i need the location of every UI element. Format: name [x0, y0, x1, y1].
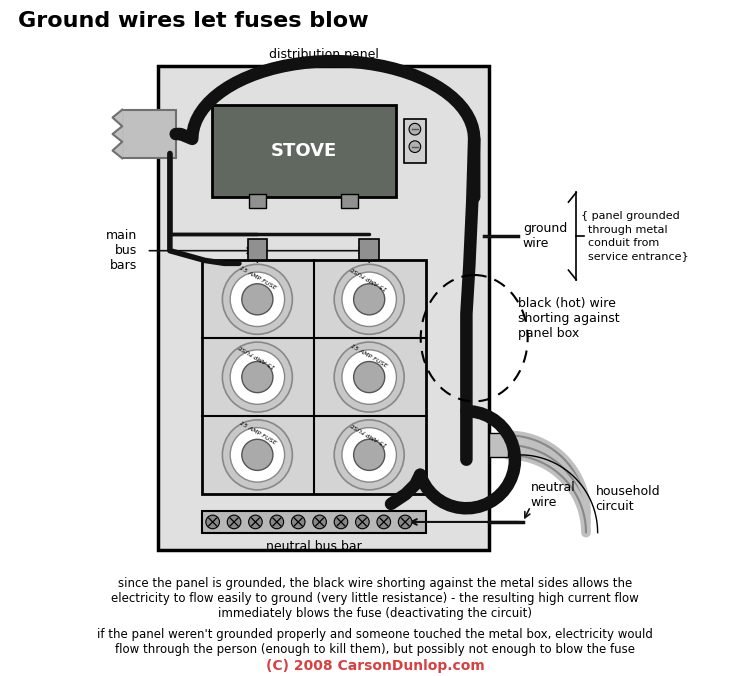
Circle shape: [409, 123, 421, 135]
Circle shape: [334, 515, 348, 529]
Circle shape: [355, 515, 369, 529]
Bar: [489, 433, 508, 457]
Text: 15 AMP FUSE: 15 AMP FUSE: [350, 343, 388, 368]
Text: main
bus
bars: main bus bars: [106, 229, 137, 272]
Bar: [202, 260, 426, 493]
Text: since the panel is grounded, the black wire shorting against the metal sides all: since the panel is grounded, the black w…: [111, 577, 639, 621]
Bar: [341, 194, 358, 208]
Text: STOVE: STOVE: [271, 142, 337, 160]
Circle shape: [354, 362, 385, 393]
Bar: [249, 194, 266, 208]
Circle shape: [249, 515, 262, 529]
Circle shape: [409, 141, 421, 153]
Bar: [212, 105, 397, 197]
Text: 15 AMP FUSE: 15 AMP FUSE: [238, 343, 276, 368]
Text: ground
wire: ground wire: [523, 222, 567, 250]
Text: black (hot) wire
shorting against
panel box: black (hot) wire shorting against panel …: [518, 297, 620, 340]
Text: 15 AMP FUSE: 15 AMP FUSE: [350, 266, 388, 291]
Circle shape: [342, 428, 397, 482]
Text: neutral bus bar: neutral bus bar: [266, 540, 362, 554]
Bar: [248, 239, 267, 260]
Circle shape: [334, 342, 404, 412]
Circle shape: [334, 420, 404, 490]
Circle shape: [377, 515, 391, 529]
Circle shape: [242, 284, 273, 315]
Bar: [360, 239, 379, 260]
Bar: [158, 66, 489, 550]
Circle shape: [313, 515, 327, 529]
Text: (C) 2008 CarsonDunlop.com: (C) 2008 CarsonDunlop.com: [266, 659, 484, 673]
Text: distribution panel: distribution panel: [269, 48, 379, 61]
Circle shape: [398, 515, 412, 529]
Circle shape: [242, 439, 273, 470]
Circle shape: [222, 420, 292, 490]
Polygon shape: [113, 110, 122, 158]
Circle shape: [354, 439, 385, 470]
Circle shape: [342, 350, 397, 404]
Circle shape: [230, 428, 285, 482]
Bar: [404, 120, 426, 163]
Circle shape: [222, 342, 292, 412]
Circle shape: [230, 272, 285, 327]
Circle shape: [334, 264, 404, 335]
Text: if the panel weren't grounded properly and someone touched the metal box, electr: if the panel weren't grounded properly a…: [97, 628, 653, 656]
Circle shape: [342, 272, 397, 327]
Circle shape: [291, 515, 305, 529]
Text: neutral
wire: neutral wire: [530, 481, 575, 509]
Circle shape: [242, 362, 273, 393]
Circle shape: [222, 264, 292, 335]
Text: 15 AMP FUSE: 15 AMP FUSE: [238, 266, 276, 291]
Text: household
circuit: household circuit: [596, 485, 660, 512]
Bar: [202, 511, 426, 533]
Text: Ground wires let fuses blow: Ground wires let fuses blow: [18, 11, 369, 30]
Text: { panel grounded
  through metal
  conduit from
  service entrance}: { panel grounded through metal conduit f…: [581, 212, 689, 261]
Circle shape: [206, 515, 219, 529]
Circle shape: [354, 284, 385, 315]
Bar: [122, 110, 176, 158]
Circle shape: [228, 515, 241, 529]
Circle shape: [270, 515, 284, 529]
Circle shape: [230, 350, 285, 404]
Text: 15 AMP FUSE: 15 AMP FUSE: [238, 421, 276, 446]
Text: 15 AMP FUSE: 15 AMP FUSE: [350, 421, 388, 446]
